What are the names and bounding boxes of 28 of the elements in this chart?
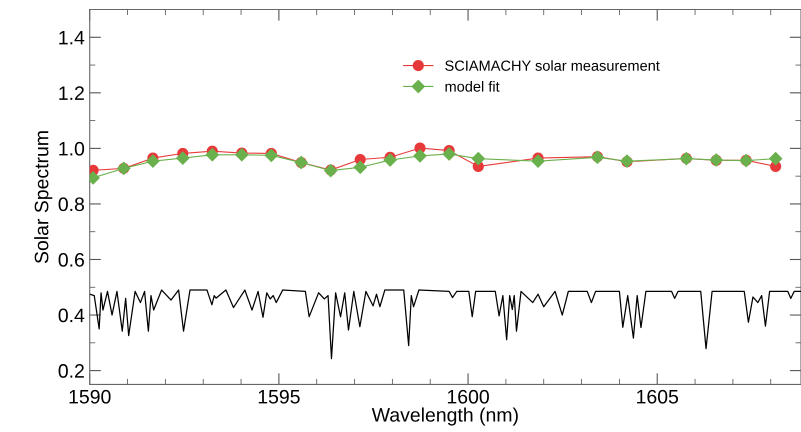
point <box>384 153 397 167</box>
point <box>354 160 367 174</box>
point <box>235 148 248 162</box>
point <box>472 152 485 166</box>
y-tick-label: 0.8 <box>58 197 84 212</box>
point <box>413 149 427 162</box>
point <box>531 154 545 168</box>
x-tick-label: 1590 <box>70 390 111 404</box>
point <box>146 154 160 168</box>
y-axis-title: Solar Spectrum <box>34 131 52 264</box>
legend-label: model fit <box>446 81 500 92</box>
y-tick-label: 1.0 <box>59 142 84 156</box>
line-series <box>90 289 801 360</box>
point <box>264 148 278 162</box>
point <box>769 152 782 166</box>
x-axis-title: Wavelength (nm) <box>372 407 518 426</box>
y-tick-label: 1.2 <box>59 86 84 100</box>
point <box>442 147 456 161</box>
y-tick-label: 0.4 <box>58 308 84 322</box>
point <box>206 148 219 162</box>
x-tick-label: 1595 <box>258 390 300 404</box>
y-tick-label: 0.6 <box>58 252 84 267</box>
y-tick-label: 1.4 <box>59 30 84 44</box>
x-tick-label: 1605 <box>637 390 678 404</box>
y-tick-label: 0.2 <box>58 364 84 378</box>
x-tick-label: 1600 <box>448 390 489 404</box>
point <box>176 152 190 165</box>
legend-label: SCIAMACHY solar measurement <box>445 60 660 71</box>
